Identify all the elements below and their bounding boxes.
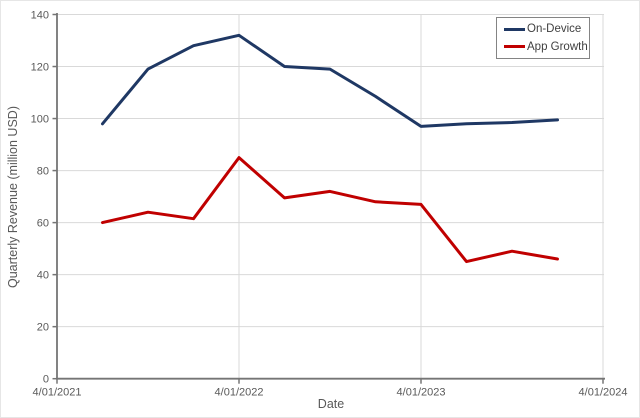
legend-line-swatch-app-growth — [504, 45, 525, 49]
series-line-app-growth — [101, 156, 559, 264]
x-tick-label: 4/01/2024 — [579, 387, 628, 399]
y-tick-label: 140 — [31, 10, 49, 22]
legend-label-app-growth: App Growth — [527, 40, 588, 53]
y-tick-label: 0 — [43, 374, 49, 386]
y-tick-label: 120 — [31, 62, 49, 74]
y-tick-label: 20 — [37, 322, 49, 334]
x-axis-title: Date — [317, 397, 345, 411]
legend-line-swatch-on-device — [504, 27, 525, 31]
x-tick-label: 4/01/2021 — [33, 387, 82, 399]
legend-label-on-device: On-Device — [527, 23, 582, 36]
legend-entry-on-device: On-Device — [504, 23, 589, 35]
series-line-on-device — [101, 33, 559, 128]
y-tick-label: 60 — [37, 218, 49, 230]
legend: On-Device App Growth — [496, 17, 590, 59]
x-tick-label: 4/01/2023 — [397, 387, 446, 399]
legend-entry-app-growth: App Growth — [504, 41, 589, 53]
y-tick-label: 100 — [31, 114, 49, 126]
y-tick-label: 40 — [37, 270, 49, 282]
x-tick-label: 4/01/2022 — [215, 387, 264, 399]
y-tick-label: 80 — [37, 166, 49, 178]
